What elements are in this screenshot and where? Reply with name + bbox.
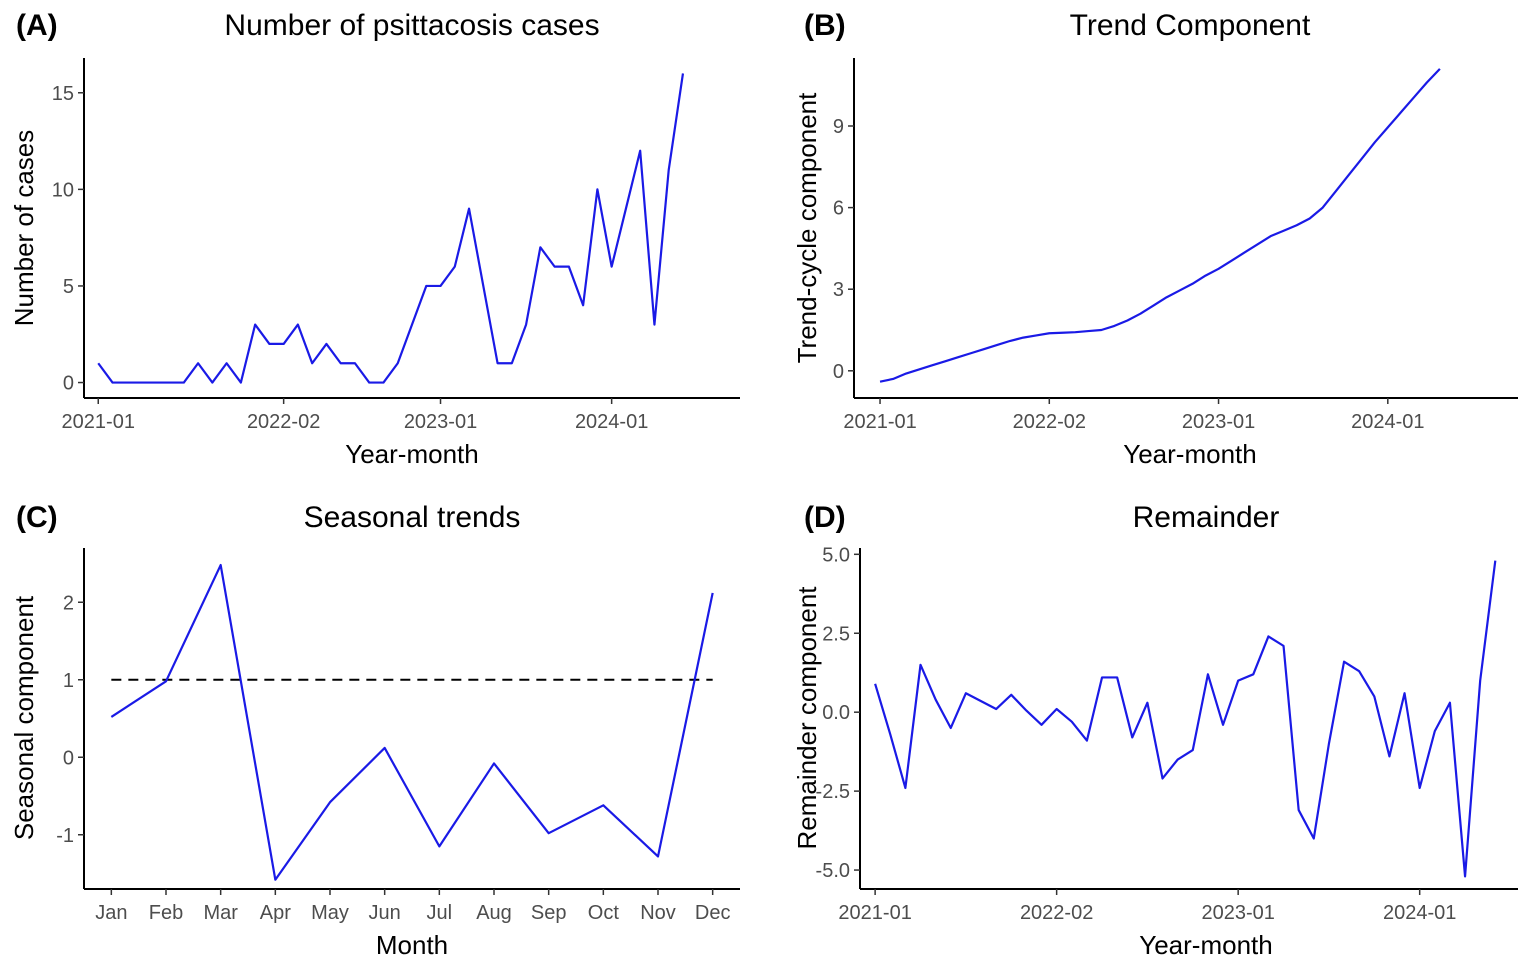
- x-tick-label: Dec: [695, 902, 731, 924]
- x-tick-label: Oct: [588, 902, 620, 924]
- y-tick-label: 2: [63, 592, 74, 614]
- panel-d-title: Remainder: [1133, 501, 1280, 534]
- panel-d-plot: 5.0 2.5 0.0 -2.5 -5.0 2021-01 2022-02 2023-01 20…: [816, 544, 1518, 924]
- x-tick-label: Aug: [476, 902, 512, 924]
- x-tick-label: 2023-01: [1201, 902, 1274, 924]
- panel-b-title: Trend Component: [1070, 9, 1311, 42]
- y-tick-label: 2.5: [822, 623, 850, 645]
- series-line: [879, 68, 1441, 383]
- y-tick-label: 3: [833, 279, 844, 301]
- x-tick-label: 2021-01: [838, 902, 911, 924]
- panel-c-plot: -1 0 1 2 Jan Feb Mar Apr May Jun Jul Aug Sep Oct Nov De…: [56, 548, 740, 924]
- x-tick-label: Sep: [531, 902, 567, 924]
- panel-d-label: (D): [804, 501, 846, 534]
- y-tick-label: 5.0: [822, 544, 850, 566]
- panel-b: (B) Trend Component Year-month Trend-cyc…: [792, 9, 1518, 469]
- y-tick-label: -2.5: [816, 781, 850, 803]
- x-tick-label: 2022-02: [1013, 411, 1086, 433]
- x-tick-label: Jul: [427, 902, 453, 924]
- x-tick-label: Jan: [95, 902, 127, 924]
- panel-a-xlabel: Year-month: [345, 439, 478, 469]
- panel-c-xlabel: Month: [376, 930, 448, 960]
- panel-a-label: (A): [16, 9, 58, 42]
- panel-b-ylabel: Trend-cycle component: [792, 92, 822, 363]
- x-tick-label: 2022-02: [1020, 902, 1093, 924]
- panel-d: (D) Remainder Year-month Remainder compo…: [792, 501, 1518, 960]
- y-tick-label: 6: [833, 198, 844, 220]
- x-tick-label: Nov: [640, 902, 676, 924]
- panel-a-plot: 0 5 10 15 2021-01 2022-02 2023-01 2024-01: [52, 58, 740, 433]
- y-tick-label: 10: [52, 179, 74, 201]
- x-tick-label: Jun: [369, 902, 401, 924]
- panel-a: (A) Number of psittacosis cases Year-mon…: [9, 9, 740, 469]
- x-tick-label: 2021-01: [62, 411, 135, 433]
- x-tick-label: 2023-01: [404, 411, 477, 433]
- y-tick-label: 0: [63, 747, 74, 769]
- y-tick-label: 5: [63, 276, 74, 298]
- panel-b-xlabel: Year-month: [1123, 439, 1256, 469]
- panel-c-label: (C): [16, 501, 58, 534]
- x-tick-label: 2024-01: [1383, 902, 1456, 924]
- x-tick-label: 2022-02: [247, 411, 320, 433]
- x-tick-label: 2024-01: [1351, 411, 1424, 433]
- x-tick-label: Feb: [149, 902, 183, 924]
- x-tick-label: May: [311, 902, 349, 924]
- panel-c-ylabel: Seasonal component: [9, 595, 39, 840]
- x-tick-label: 2023-01: [1182, 411, 1255, 433]
- x-tick-label: 2021-01: [843, 411, 916, 433]
- panel-d-ylabel: Remainder component: [792, 586, 822, 850]
- panel-b-plot: 0 3 6 9 2021-01 2022-02 2023-01 2024-01: [833, 58, 1518, 433]
- y-tick-label: 15: [52, 83, 74, 105]
- y-tick-label: 9: [833, 116, 844, 138]
- panel-d-xlabel: Year-month: [1139, 930, 1272, 960]
- series-line: [874, 560, 1497, 878]
- series-line: [110, 563, 714, 881]
- x-tick-label: 2024-01: [575, 411, 648, 433]
- panel-a-title: Number of psittacosis cases: [224, 9, 599, 42]
- panel-a-ylabel: Number of cases: [9, 130, 39, 327]
- y-tick-label: 0: [63, 373, 74, 395]
- panel-b-label: (B): [804, 9, 846, 42]
- y-tick-label: 0: [833, 361, 844, 383]
- x-tick-label: Mar: [203, 902, 238, 924]
- y-tick-label: 0.0: [822, 702, 850, 724]
- x-tick-label: Apr: [260, 902, 291, 924]
- panel-c: (C) Seasonal trends Month Seasonal compo…: [9, 501, 740, 960]
- y-tick-label: 1: [63, 670, 74, 692]
- series-line: [97, 73, 685, 384]
- y-tick-label: -1: [56, 825, 74, 847]
- y-tick-label: -5.0: [816, 860, 850, 882]
- panel-c-title: Seasonal trends: [304, 501, 521, 534]
